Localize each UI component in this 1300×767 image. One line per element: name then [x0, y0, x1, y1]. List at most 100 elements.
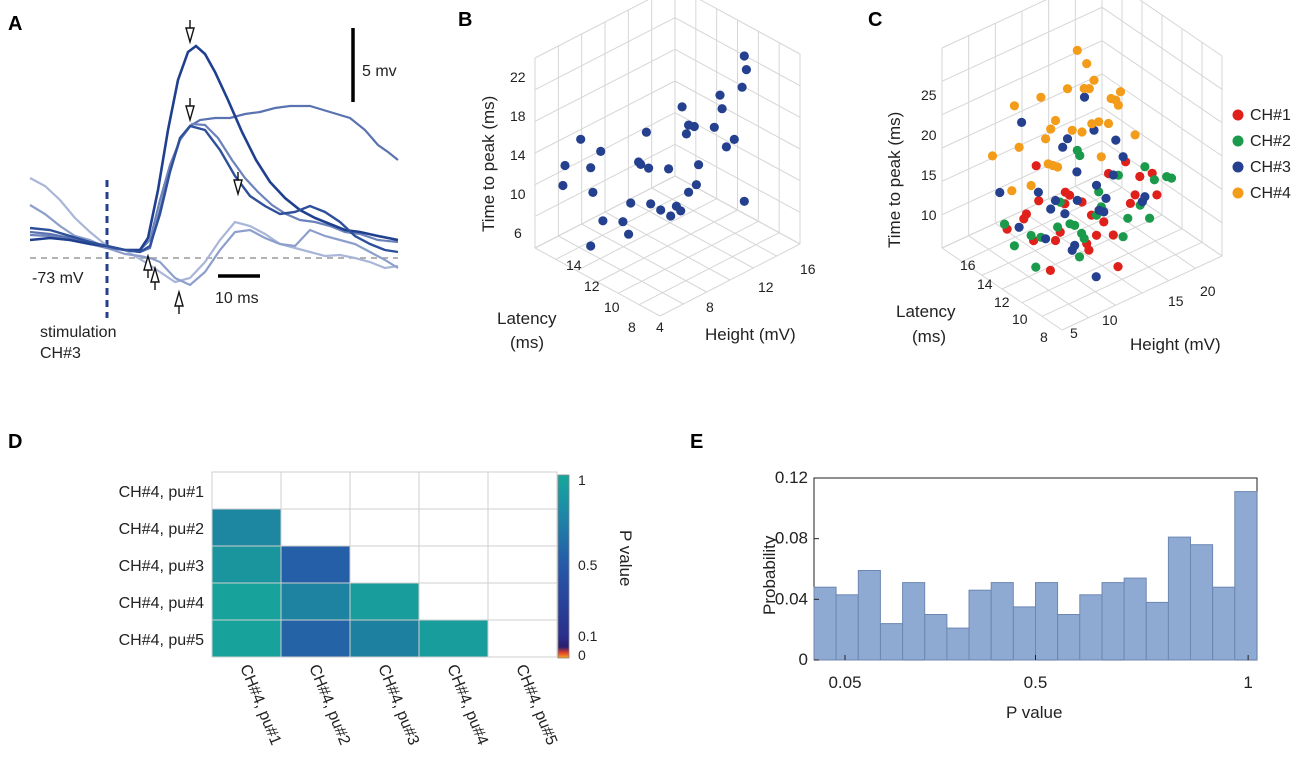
legend-label: CH#4: [1250, 185, 1291, 202]
grid-line: [534, 0, 649, 59]
heatmap-cell: [418, 582, 489, 621]
panel-c-points: [987, 45, 1177, 282]
data-point: [1111, 135, 1121, 145]
grid-line: [941, 0, 1047, 49]
grid-line: [674, 17, 801, 87]
data-point: [684, 187, 694, 197]
legend-label: CH#1: [1250, 107, 1291, 124]
tick-label: 10: [604, 299, 620, 315]
panel-b-ylabel-1: Latency: [497, 309, 557, 328]
data-point: [1072, 45, 1082, 56]
data-point: [586, 241, 596, 251]
arrow-up-icon: [150, 265, 160, 290]
tick-label: 16: [800, 261, 816, 277]
tick-label: 14: [977, 276, 993, 292]
data-point: [739, 196, 749, 206]
histogram-bar: [924, 614, 948, 661]
row-label: CH#4, pu#1: [119, 484, 204, 501]
tick-label: 1: [1243, 673, 1252, 692]
histogram-bar: [1079, 594, 1103, 661]
data-point: [596, 146, 606, 156]
scale-time-label: 10 ms: [215, 290, 259, 307]
data-point: [1026, 230, 1036, 241]
heatmap-cell: [418, 508, 489, 547]
histogram-bar: [835, 594, 859, 661]
data-point: [1140, 192, 1150, 202]
data-point: [624, 229, 634, 239]
colorbar-tick: 0.5: [578, 557, 598, 573]
grid-line: [941, 173, 1103, 249]
grid-line: [1001, 214, 1163, 290]
heatmap-cell: [418, 471, 489, 510]
legend-marker: [1232, 109, 1244, 121]
data-point: [1065, 190, 1075, 200]
histogram-bar: [1101, 582, 1125, 661]
data-point: [1077, 127, 1087, 137]
histogram-bar: [857, 570, 881, 661]
heatmap-cell: [487, 619, 558, 658]
panel-c-xticks: 5 10 15 20: [1070, 283, 1216, 341]
data-point: [715, 90, 725, 100]
data-point: [1026, 180, 1036, 191]
arrow-up-icon: [174, 289, 184, 314]
tick-label: 12: [994, 294, 1010, 310]
data-point: [1108, 230, 1118, 240]
data-point: [1045, 265, 1055, 275]
data-point: [741, 65, 752, 75]
panel-d-heatmap: [211, 471, 558, 658]
tick-label: 12: [584, 278, 600, 294]
column-label: CH#4, pu#1: [236, 662, 284, 748]
data-point: [1036, 92, 1046, 102]
data-point: [558, 180, 568, 191]
trace-0: [29, 124, 399, 254]
trace-4: [29, 204, 399, 287]
panel-e-xlabel: P value: [1006, 703, 1062, 722]
data-point: [1014, 222, 1024, 232]
heatmap-cell: [418, 619, 489, 658]
stimulation-label: stimulation: [40, 324, 116, 341]
arrow-down-icon: [185, 20, 195, 45]
tick-label: 10: [510, 186, 526, 202]
heatmap-cell: [349, 619, 420, 658]
data-point: [1046, 124, 1056, 134]
data-point: [588, 187, 598, 197]
panel-d: D CH#4, pu#1CH#4, pu#2CH#4, pu#3CH#4, pu…: [8, 431, 635, 748]
tick-label: 0.12: [775, 468, 808, 487]
tick-label: 0.5: [1024, 673, 1048, 692]
column-label: CH#4, pu#4: [443, 662, 491, 748]
data-point: [694, 160, 704, 170]
legend-marker: [1232, 161, 1244, 173]
data-point: [1113, 262, 1123, 272]
panel-b-label: B: [458, 9, 472, 31]
data-point: [1115, 87, 1126, 97]
data-point: [1089, 75, 1099, 85]
tick-label: 8: [706, 299, 714, 315]
data-point: [1017, 117, 1027, 127]
colorbar-title: P value: [616, 530, 635, 586]
histogram-bar: [813, 586, 837, 661]
heatmap-cell: [280, 471, 351, 510]
grid-line: [699, 0, 801, 55]
data-point: [1009, 241, 1020, 251]
data-point: [1130, 190, 1140, 200]
stimulation-channel-label: CH#3: [40, 345, 81, 362]
histogram-bar: [946, 627, 970, 661]
data-point: [677, 102, 687, 112]
data-point: [1021, 209, 1031, 219]
baseline-label: -73 mV: [32, 270, 84, 287]
tick-label: 14: [510, 147, 526, 163]
trace-2: [29, 122, 399, 252]
heatmap-cell: [280, 619, 351, 658]
data-point: [1077, 228, 1087, 238]
grid-line: [941, 6, 1103, 82]
data-point: [1118, 152, 1128, 162]
histogram-bar: [1167, 536, 1192, 661]
panel-b-xticks: 4 8 12 16: [656, 261, 816, 335]
data-point: [1096, 152, 1106, 162]
data-point: [1082, 59, 1092, 69]
panel-d-label: D: [8, 431, 22, 453]
panel-b-zlabel: Time to peak (ms): [479, 96, 498, 232]
data-point: [1031, 161, 1041, 171]
data-point: [1084, 245, 1094, 255]
